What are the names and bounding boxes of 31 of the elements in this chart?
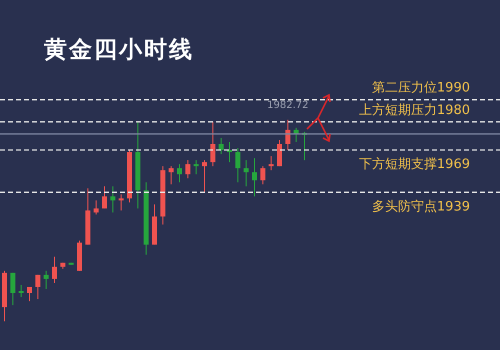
candlestick (194, 160, 199, 175)
ref-line-label: 多头防守点1939 (372, 199, 470, 214)
candlestick (285, 119, 290, 151)
text: 1982.72 (267, 100, 309, 111)
candlestick (27, 286, 32, 302)
candlestick (168, 166, 174, 185)
candlestick (185, 160, 190, 179)
ref-line-label: 第二压力位1990 (372, 80, 470, 96)
candlestick (244, 160, 249, 187)
candlestick (44, 270, 49, 290)
candlestick (252, 158, 257, 197)
candlestick (118, 194, 124, 211)
candlestick (94, 200, 99, 215)
candlestick (268, 156, 274, 171)
candlestick (227, 141, 232, 163)
ref-line-label: 下方短期支撑1969 (358, 156, 470, 172)
candlestick (277, 139, 282, 167)
chart-title: 黄金四小时线 (44, 35, 194, 65)
candlestick (177, 164, 182, 183)
candlestick (202, 160, 207, 193)
candlestick (110, 186, 116, 213)
candlestick (218, 137, 224, 155)
candlestick (102, 186, 107, 209)
ref-line-label: 上方短期压力1980 (358, 102, 470, 118)
candlestick (235, 148, 240, 183)
candlestick (18, 284, 24, 298)
candlestick (52, 256, 57, 284)
candlestick (10, 272, 16, 306)
candlestick (210, 121, 216, 167)
candlestick (35, 274, 40, 300)
candlestick (260, 166, 266, 185)
